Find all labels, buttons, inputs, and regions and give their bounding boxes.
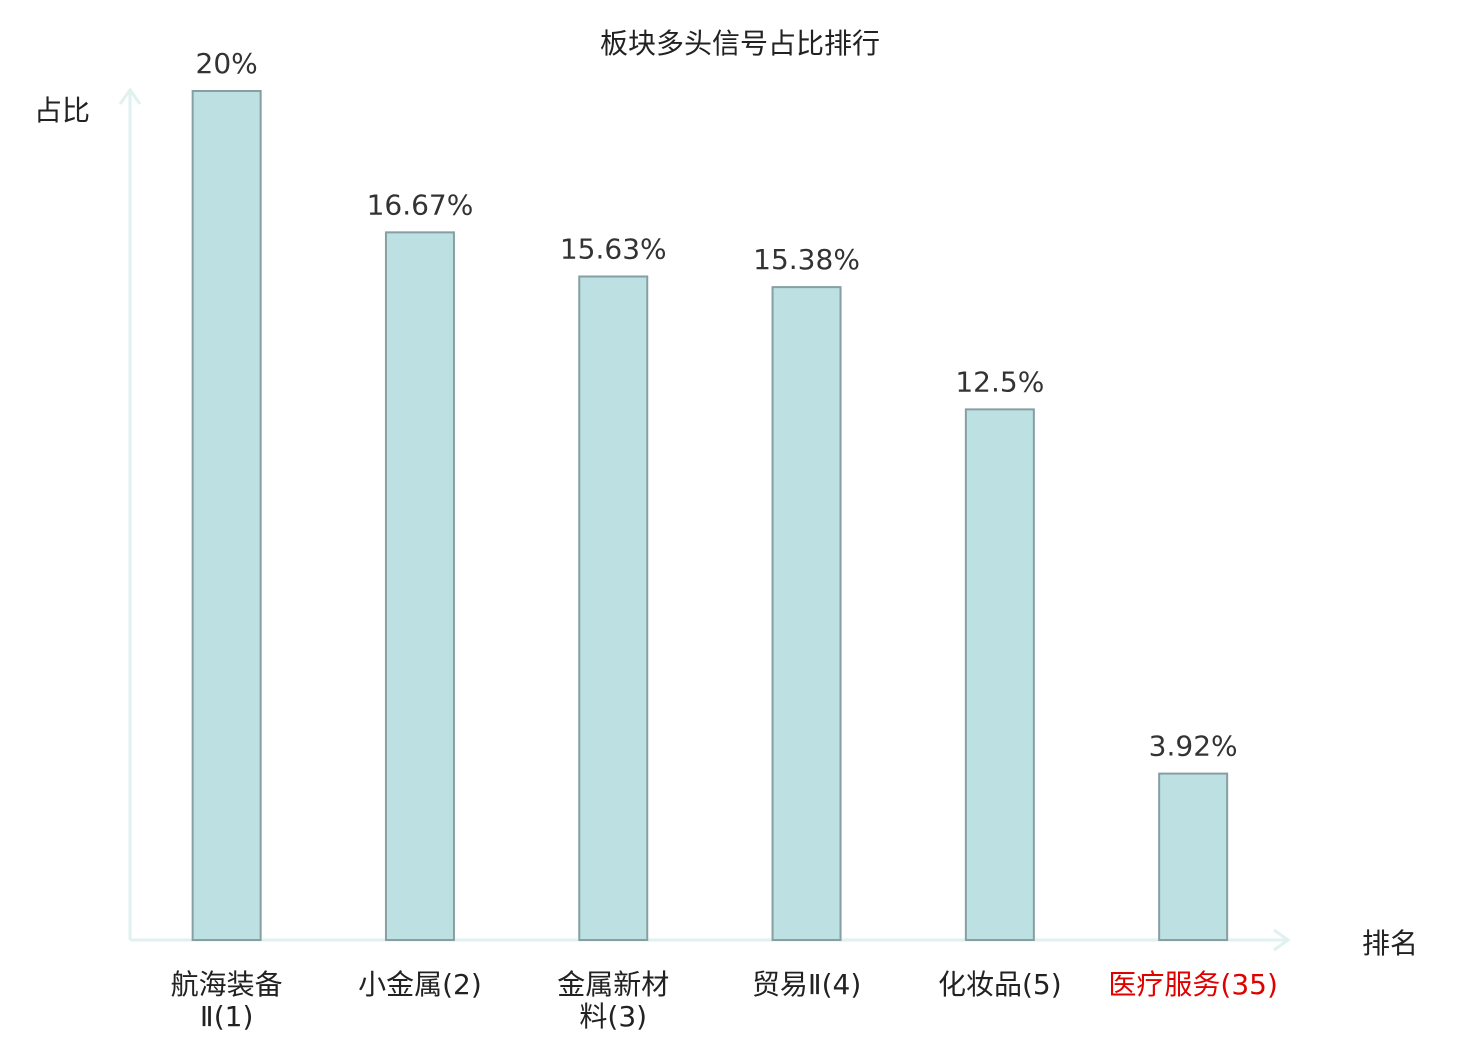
bar (578, 275, 649, 942)
x-tick-label: 料(3) (579, 1000, 647, 1033)
x-tick-label: 化妆品(5) (938, 968, 1062, 1001)
data-label: 16.67% (367, 188, 474, 221)
bar (1158, 772, 1229, 942)
y-axis-label: 占比 (34, 94, 90, 127)
x-axis-arrow-icon (1273, 928, 1291, 952)
y-axis-arrow-icon (118, 87, 142, 105)
bar (964, 408, 1035, 941)
data-label: 15.63% (560, 233, 667, 266)
x-tick-label: Ⅱ(1) (200, 1000, 253, 1033)
bar (384, 231, 455, 941)
data-label: 20% (196, 47, 258, 80)
data-label: 12.5% (955, 365, 1044, 398)
data-label: 15.38% (753, 243, 860, 276)
bar (191, 90, 262, 941)
x-tick-label: 医疗服务(35) (1108, 968, 1277, 1001)
x-tick-label: 金属新材 (557, 968, 669, 1001)
axes (118, 87, 1291, 952)
x-tick-label: 贸易Ⅱ(4) (752, 968, 861, 1001)
bar (771, 286, 842, 941)
bars (191, 90, 1229, 942)
x-axis-label: 排名 (1362, 927, 1418, 960)
x-tick-label: 航海装备 (171, 968, 283, 1001)
data-label: 3.92% (1149, 730, 1238, 763)
x-tick-label: 小金属(2) (358, 968, 482, 1001)
chart-title: 板块多头信号占比排行 (600, 27, 880, 60)
